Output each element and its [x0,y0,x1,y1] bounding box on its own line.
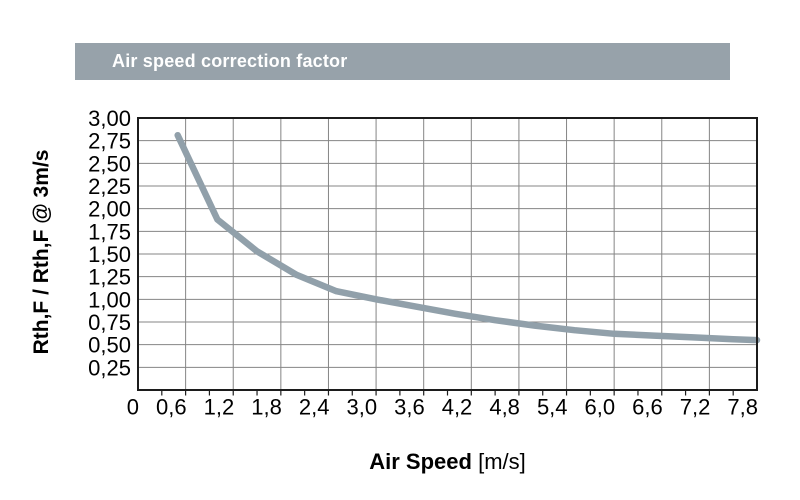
chart-title: Air speed correction factor [112,51,348,71]
x-tick-label: 6,6 [632,395,663,420]
plot-border [137,117,758,391]
x-tick-label: 7,2 [680,395,711,420]
x-tick-label: 1,2 [204,395,235,420]
x-tick-label: 3,0 [346,395,377,420]
y-tick-label: 2,50 [88,151,131,176]
y-tick-label: 1,00 [88,287,131,312]
y-tick-label: 2,25 [88,174,131,199]
x-tick-label: 0 [127,395,139,420]
y-tick-label: 2,00 [88,197,131,222]
x-tick-label: 1,8 [251,395,282,420]
y-tick-labels: 0,250,500,751,001,251,501,752,002,252,50… [88,106,131,380]
correction-factor-curve [174,131,761,344]
x-tick-label: 5,4 [537,395,568,420]
x-tick-label: 4,8 [489,395,520,420]
y-tick-label: 3,00 [88,106,131,131]
y-tick-label: 2,75 [88,129,131,154]
y-tick-label: 0,50 [88,333,131,358]
x-axis-title-name: Air Speed [369,449,472,474]
x-tick-label: 0,6 [156,395,187,420]
x-axis-title: Air Speed [m/s] [138,449,757,475]
x-tick-label: 7,8 [727,395,758,420]
x-tick-label: 6,0 [585,395,616,420]
x-tick-label: 3,6 [394,395,425,420]
gridlines [138,118,757,390]
y-tick-label: 1,50 [88,242,131,267]
x-minor-ticks [161,391,734,396]
y-tick-label: 1,25 [88,265,131,290]
x-tick-labels: 0 0,6 1,2 1,8 2,4 3,0 3,6 4,2 4,8 5,4 6,0 6,6 7,2 7,8 [127,395,758,420]
y-tick-label: 0,75 [88,310,131,335]
x-axis-title-unit: [m/s] [478,449,526,474]
chart-header-bar: Air speed correction factor [75,43,730,80]
y-tick-label: 0,25 [88,355,131,380]
x-tick-label: 4,2 [442,395,473,420]
y-tick-label: 1,75 [88,219,131,244]
x-tick-label: 2,4 [299,395,330,420]
